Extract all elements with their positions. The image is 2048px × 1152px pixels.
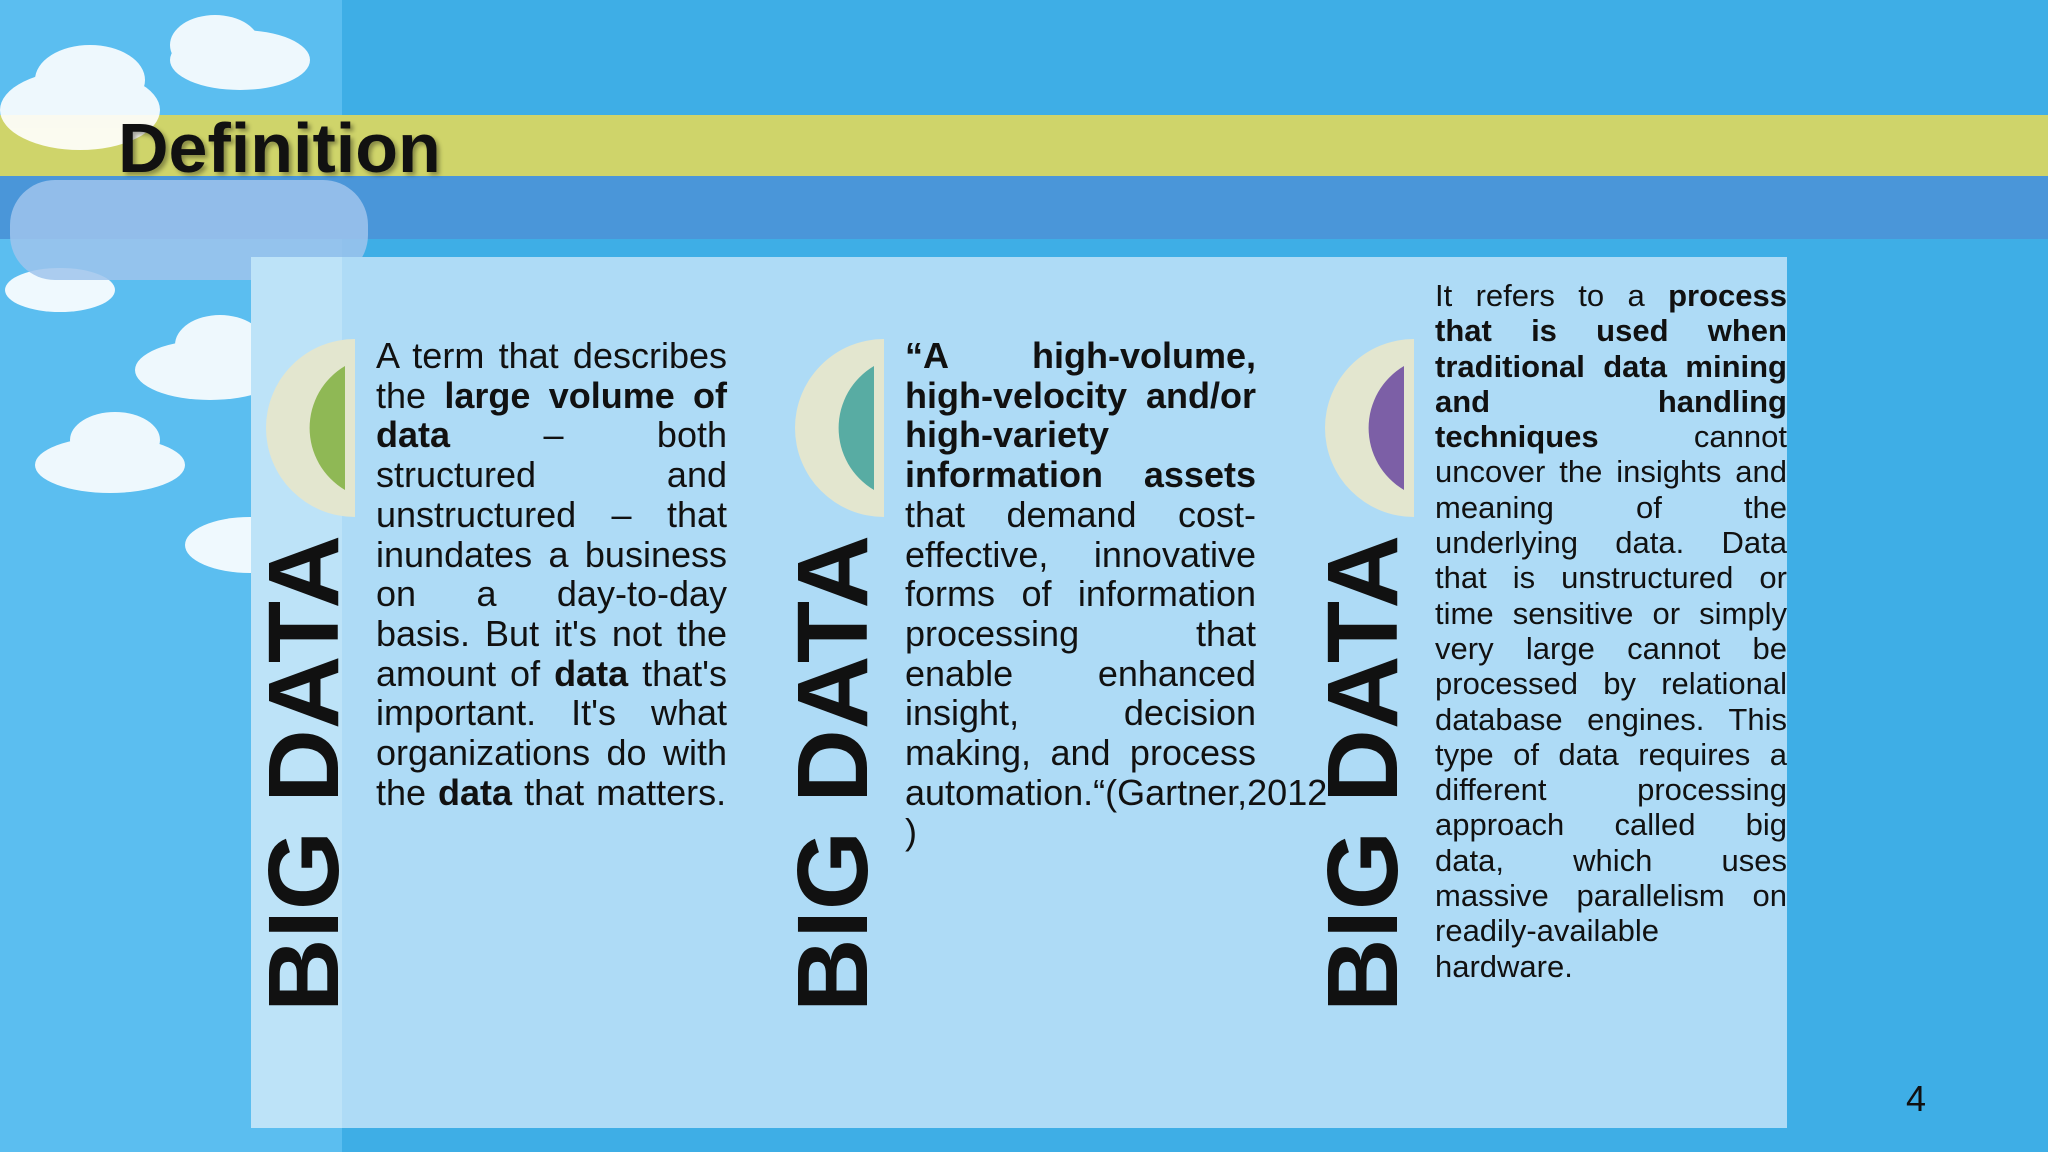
text: that's important. It's what organization… [376,652,727,813]
bold-text: process that is used when traditional da… [1435,278,1787,455]
title-band [0,115,2048,176]
accent-wedge [309,366,345,490]
cloud-band [10,180,368,280]
title: Definition [118,109,441,187]
definition-text: “A high-volume, high-velocity and/or hig… [905,335,1327,852]
page-number: 4 [1906,1078,1927,1119]
vertical-label: BIG DATA [1307,535,1419,1012]
text: It refers to a [1435,278,1669,313]
accent-wedge [838,366,874,490]
accent-wedge [1368,366,1404,490]
clouds [0,15,315,573]
content-panel [251,257,1787,1128]
definition-text: It refers to a process that is used when… [1435,278,1787,984]
definition-text: A term that describes the large volume o… [376,336,727,812]
text: that matters. [512,771,727,813]
text: that demand cost-effective, innovative f… [905,493,1328,853]
vertical-label: BIG DATA [777,535,889,1012]
bold-text: “A high-volume, high-velocity and/or hig… [905,335,1256,496]
text: cannot uncover the insights and meaning … [1435,419,1787,984]
bold-text: data [554,652,629,694]
text: A term that describes the [376,335,727,416]
bold-text: large volume of data [376,374,727,456]
vertical-label: BIG DATA [248,535,360,1012]
text: – both structured and unstructured – tha… [376,414,727,694]
bold-text: data [438,771,513,813]
